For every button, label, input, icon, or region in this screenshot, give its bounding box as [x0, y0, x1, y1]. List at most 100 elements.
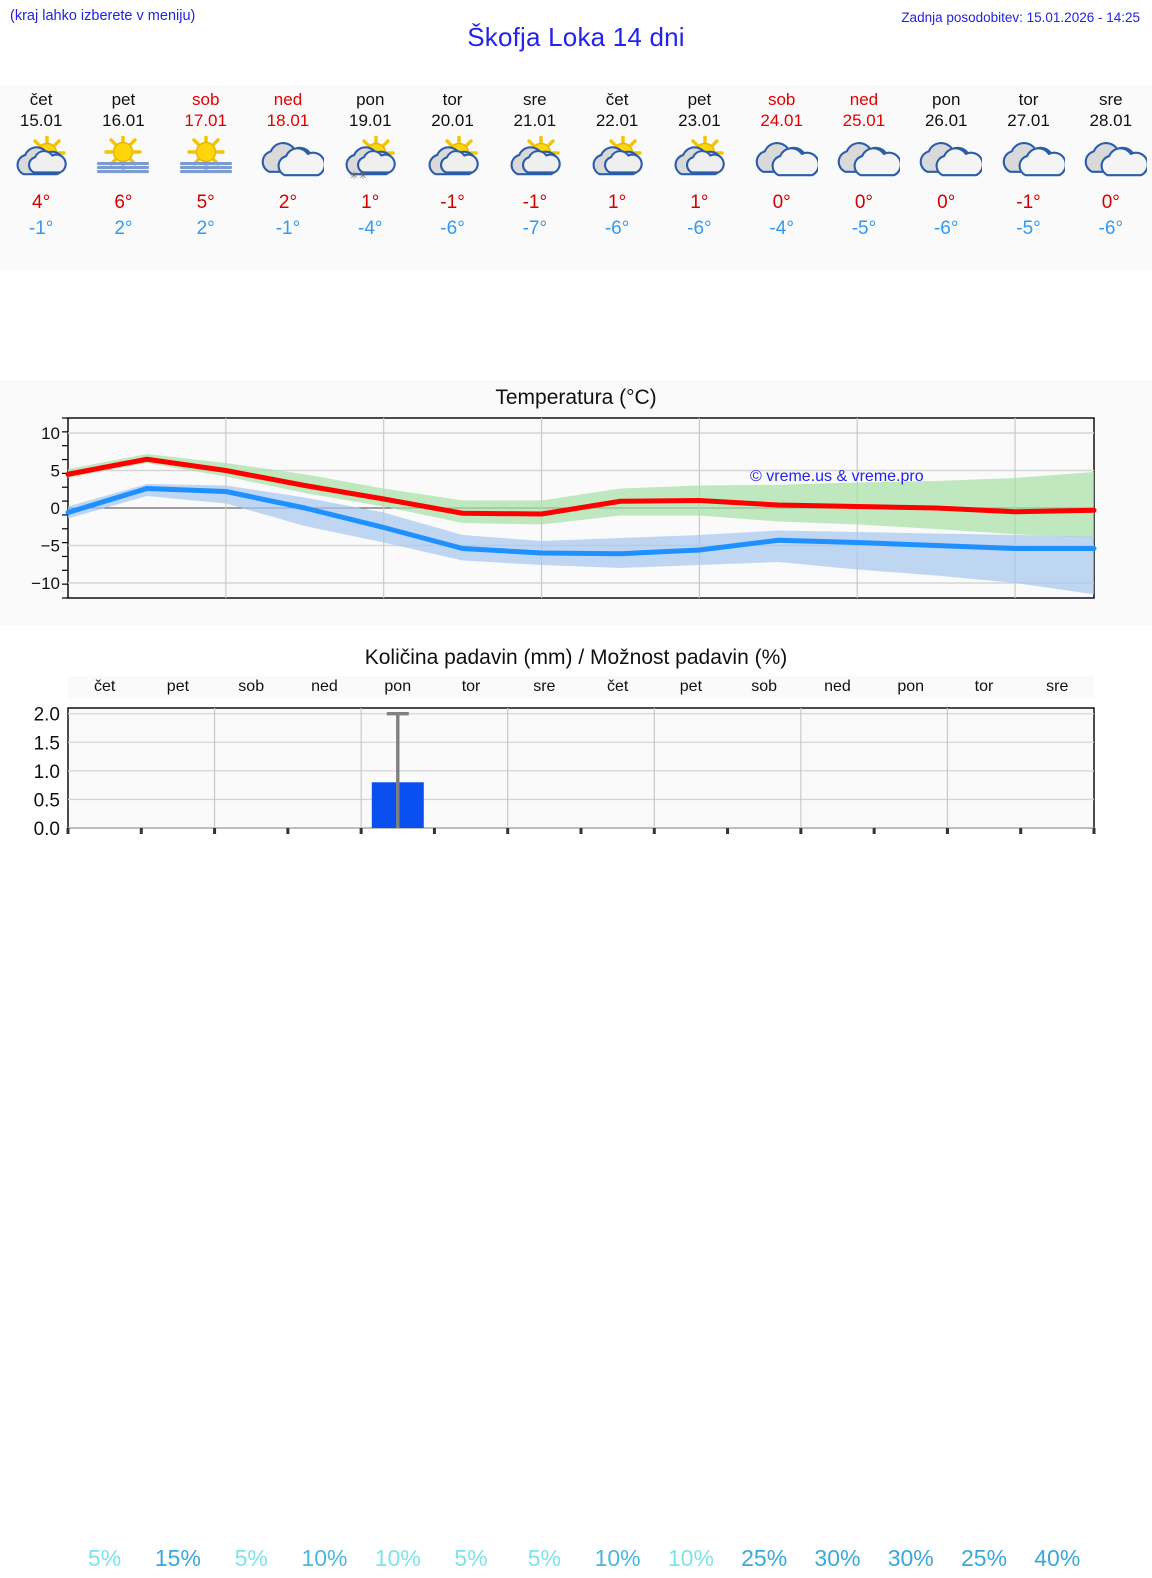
- sun-cloud-icon: [428, 136, 479, 176]
- copyright-label: © vreme.us & vreme.pro: [750, 468, 924, 485]
- day-date-label: 18.01: [266, 111, 310, 130]
- max-temperature: -1°: [1016, 192, 1041, 213]
- day-of-week-label: sre: [1098, 90, 1123, 109]
- temp-y-tick: 0: [51, 499, 60, 518]
- max-temperature: 0°: [854, 192, 874, 213]
- precipitation-day-label: tor: [974, 678, 994, 695]
- day-of-week-label: sob: [767, 90, 796, 109]
- sun-cloud-snow-icon: ✳ ✳: [345, 136, 396, 182]
- precipitation-day-label: sob: [238, 678, 265, 695]
- min-temperature: -7°: [522, 218, 548, 239]
- min-temperature: -5°: [1016, 218, 1041, 239]
- precipitation-probability: 5%: [527, 1545, 561, 1571]
- precipitation-probability: 5%: [454, 1545, 488, 1571]
- precipitation-probability: 15%: [154, 1545, 201, 1571]
- min-temperature: -1°: [275, 218, 301, 239]
- day-date-label: 20.01: [431, 111, 474, 130]
- min-temperature: 2°: [114, 218, 133, 239]
- cloudy-icon: [1002, 142, 1065, 177]
- sun-cloud-icon: [510, 136, 561, 176]
- forecast-day-column[interactable]: sre 28.01 0° -6°: [1070, 85, 1152, 270]
- last-updated-text: Zadnja posodobitev: 15.01.2026 - 14:25: [901, 10, 1140, 25]
- day-of-week-label: tor: [1018, 90, 1039, 109]
- max-temperature: 0°: [1101, 192, 1120, 213]
- day-date-label: 21.01: [513, 111, 557, 130]
- precip-y-tick: 0.5: [34, 790, 60, 811]
- precipitation-probability: 10%: [374, 1545, 421, 1571]
- day-of-week-label: ned: [849, 90, 879, 109]
- max-temperature: -1°: [440, 192, 465, 213]
- max-temperature: 0°: [937, 192, 956, 213]
- forecast-day-column[interactable]: pet 16.01 6° 2°: [82, 85, 164, 270]
- precipitation-chart-section: Količina padavin (mm) / Možnost padavin …: [0, 640, 1152, 1571]
- day-date-label: 22.01: [595, 111, 639, 130]
- day-of-week-label: čet: [605, 90, 629, 109]
- forecast-day-column[interactable]: tor 20.01 -1° -6°: [411, 85, 493, 270]
- max-temperature: 2°: [278, 192, 298, 213]
- svg-text:✳: ✳: [359, 170, 368, 182]
- day-date-label: 23.01: [678, 111, 721, 130]
- precipitation-probability-row: 5% 15% 5% 10% 10% 5% 5% 10% 10% 25% 30% 30% 25% 40%: [68, 1538, 1094, 1578]
- forecast-day-column[interactable]: čet 22.01 1° -6°: [576, 85, 658, 270]
- min-temperature: -6°: [687, 218, 712, 239]
- forecast-day-column[interactable]: ned 25.01 0° -5°: [823, 85, 905, 270]
- precipitation-probability: 10%: [667, 1545, 714, 1571]
- precipitation-day-label: čet: [606, 678, 629, 695]
- day-date-label: 16.01: [102, 111, 145, 130]
- day-date-label: 27.01: [1007, 111, 1050, 130]
- max-temperature: 4°: [32, 192, 51, 213]
- precipitation-day-label: tor: [461, 678, 481, 695]
- precip-y-tick: 1.5: [34, 733, 60, 754]
- temperature-chart: 10 5 0 −5 −10: [31, 417, 1097, 599]
- forecast-day-column[interactable]: ned 18.01 2° -1°: [247, 85, 329, 270]
- page-title: Škofja Loka 14 dni: [467, 22, 685, 52]
- precipitation-day-labels: čet pet sob ned pon tor sre čet pet sob ned pon tor s…: [68, 676, 1094, 698]
- sun-cloud-icon: [16, 136, 67, 176]
- sun-fog-icon: [97, 136, 150, 174]
- precipitation-day-label: pet: [166, 678, 190, 695]
- forecast-day-column[interactable]: pon 19.01 ✳ ✳ 1° -4°: [329, 85, 411, 270]
- min-temperature: -1°: [28, 218, 54, 239]
- temp-y-tick: −5: [41, 537, 60, 556]
- temp-y-tick: 10: [41, 424, 60, 443]
- precipitation-probability: 10%: [594, 1545, 641, 1571]
- precipitation-chart-title: Količina padavin (mm) / Možnost padavin …: [364, 646, 788, 669]
- cloudy-icon: [837, 142, 900, 177]
- day-of-week-label: tor: [442, 90, 463, 109]
- forecast-day-column[interactable]: pon 26.01 0° -6°: [905, 85, 987, 270]
- forecast-day-column[interactable]: sre 21.01 -1° -7°: [494, 85, 576, 270]
- min-temperature: -6°: [604, 218, 630, 239]
- max-temperature: 1°: [608, 192, 627, 213]
- forecast-day-column[interactable]: tor 27.01 -1° -5°: [987, 85, 1069, 270]
- day-of-week-label: čet: [29, 90, 53, 109]
- cloudy-icon: [919, 142, 983, 177]
- min-temperature: -4°: [358, 218, 383, 239]
- precipitation-day-label: pon: [384, 678, 412, 695]
- min-temperature: -5°: [851, 218, 877, 239]
- day-date-label: 15.01: [19, 111, 63, 130]
- day-of-week-label: pet: [111, 90, 136, 109]
- max-temperature: 6°: [114, 192, 133, 213]
- max-temperature: -1°: [522, 192, 548, 213]
- precipitation-day-label: ned: [311, 678, 338, 695]
- forecast-day-column[interactable]: sob 24.01 0° -4°: [741, 85, 823, 270]
- forecast-day-column[interactable]: čet 15.01 4° -1°: [0, 85, 82, 270]
- forecast-day-column[interactable]: pet 23.01 1° -6°: [658, 85, 740, 270]
- precipitation-probability: 5%: [88, 1545, 122, 1571]
- sun-cloud-icon: [592, 136, 643, 176]
- cloudy-icon: [1084, 142, 1147, 177]
- forecast-day-column[interactable]: sob 17.01 5° 2°: [165, 85, 247, 270]
- precip-y-tick: 0.0: [34, 819, 60, 840]
- max-temperature: 5°: [196, 192, 215, 213]
- page-header: (kraj lahko izberete v meniju) Škofja Lo…: [0, 0, 1152, 60]
- precipitation-probability: 25%: [741, 1545, 788, 1571]
- temperature-chart-section: Temperatura (°C) 10 5 0 −5 −10 © vreme.us & …: [0, 380, 1152, 625]
- day-date-label: 17.01: [184, 111, 227, 130]
- precipitation-day-label: ned: [824, 678, 851, 695]
- precipitation-probability: 30%: [814, 1545, 861, 1571]
- day-of-week-label: pet: [687, 90, 712, 109]
- max-temperature: 1°: [690, 192, 709, 213]
- svg-text:✳: ✳: [350, 170, 359, 182]
- max-temperature: 1°: [361, 192, 380, 213]
- precipitation-day-label: sre: [533, 678, 556, 695]
